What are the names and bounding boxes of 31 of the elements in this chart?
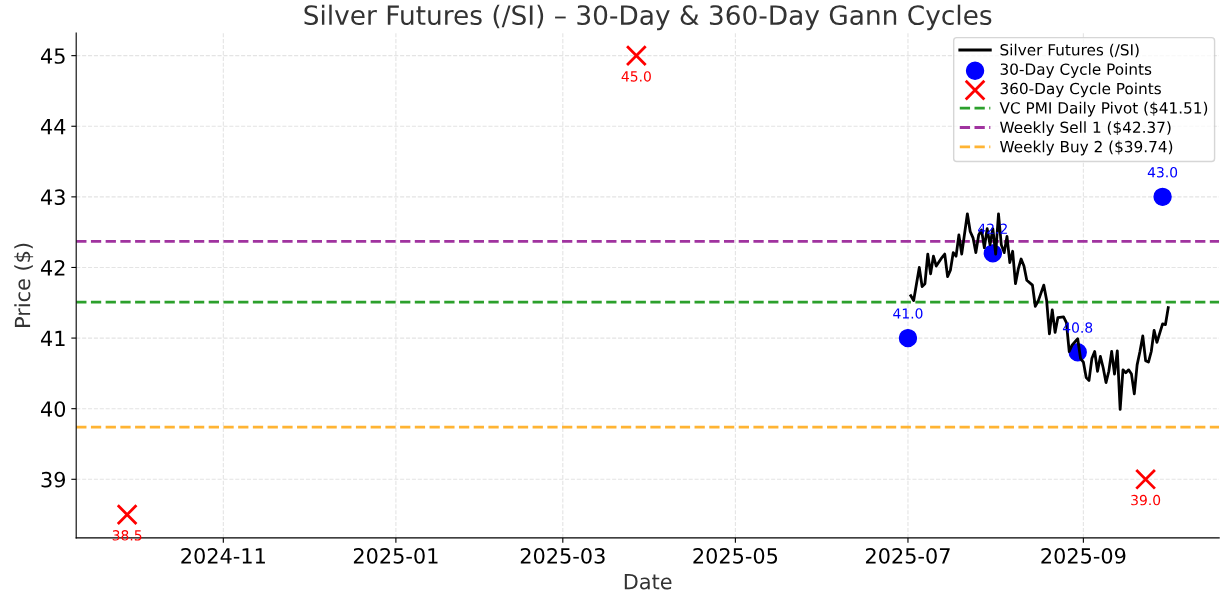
legend-label: Weekly Sell 1 ($42.37) (1000, 121, 1171, 137)
x-tick-label: 2025-01 (353, 547, 438, 564)
y-tick-label: 44 (40, 118, 66, 135)
y-tick-label: 43 (40, 189, 65, 206)
point (1153, 187, 1172, 207)
legend-label: Weekly Buy 2 ($39.74) (1000, 140, 1173, 156)
legend-label: 30-Day Cycle Points (1000, 63, 1152, 78)
x-tick-label: 2024-11 (181, 547, 265, 564)
y-tick-label: 40 (40, 401, 66, 417)
y-tick-label: 41 (40, 330, 65, 346)
x-tick-label: 2025-09 (1041, 547, 1126, 564)
point (625, 44, 648, 67)
legend-label: Silver Futures (/SI) (1000, 43, 1139, 58)
data-label: 45.0 (621, 71, 651, 82)
data-label: 43.0 (1147, 167, 1178, 178)
data-label: 41.0 (893, 308, 923, 319)
x-tick-label: 2025-05 (693, 547, 778, 564)
point (898, 328, 918, 348)
y-tick-label: 42 (40, 259, 65, 276)
chart-title: Silver Futures (/SI) – 30-Day & 360-Day Gann Cycles (304, 4, 992, 31)
legend-label: VC PMI Daily Pivot ($41.51) (999, 101, 1208, 117)
x-axis-title: Date (624, 573, 672, 590)
y-tick-label: 39 (41, 471, 66, 488)
y-tick-label: 45 (40, 48, 65, 64)
legend-label: 360-Day Cycle Points (1000, 82, 1161, 98)
x-tick-label: 2025-03 (520, 547, 605, 564)
y-axis-title: Price ($) (14, 243, 34, 327)
point (116, 503, 138, 526)
point (1134, 468, 1157, 490)
data-label: 39.0 (1131, 494, 1161, 506)
x-tick-label: 2025-07 (865, 547, 950, 564)
